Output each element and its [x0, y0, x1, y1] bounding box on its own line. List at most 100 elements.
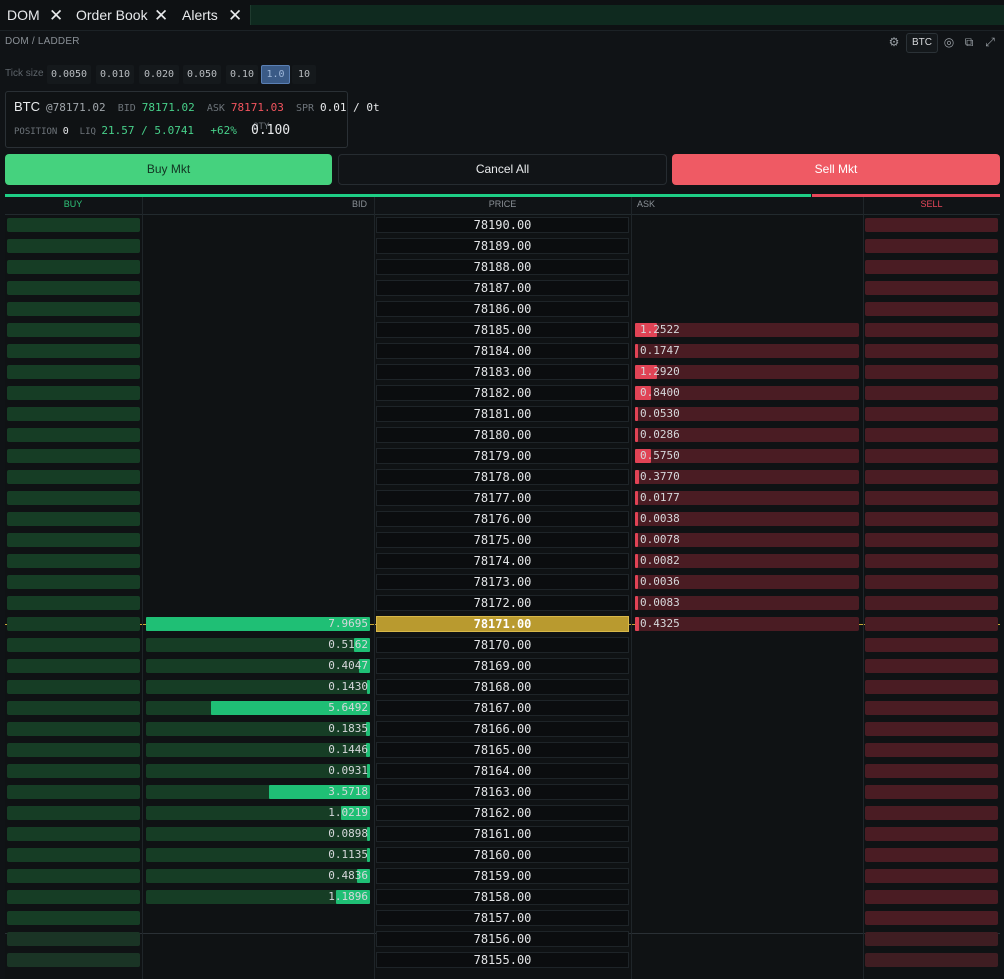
buy-limit-cell[interactable]	[7, 701, 140, 715]
price-cell[interactable]: 78182.00	[376, 385, 629, 401]
price-cell[interactable]: 78185.00	[376, 322, 629, 338]
bid-cell[interactable]: 7.9695	[146, 617, 370, 631]
sell-limit-cell[interactable]	[865, 491, 998, 505]
bid-cell[interactable]	[146, 218, 370, 232]
ask-cell[interactable]	[635, 302, 859, 316]
ask-cell[interactable]: 0.0082	[635, 554, 859, 568]
tab-order-book[interactable]: Order Book ✕	[76, 0, 168, 30]
bid-cell[interactable]	[146, 911, 370, 925]
price-cell[interactable]: 78174.00	[376, 553, 629, 569]
price-cell[interactable]: 78155.00	[376, 952, 629, 968]
price-cell[interactable]: 78184.00	[376, 343, 629, 359]
ask-cell[interactable]	[635, 764, 859, 778]
ask-cell[interactable]	[635, 680, 859, 694]
price-cell[interactable]: 78160.00	[376, 847, 629, 863]
ask-cell[interactable]: 0.8400	[635, 386, 859, 400]
sell-limit-cell[interactable]	[865, 827, 998, 841]
bid-cell[interactable]	[146, 449, 370, 463]
bid-cell[interactable]: 0.0931	[146, 764, 370, 778]
bid-cell[interactable]	[146, 554, 370, 568]
price-cell[interactable]: 78172.00	[376, 595, 629, 611]
buy-limit-cell[interactable]	[7, 617, 140, 631]
bid-cell[interactable]	[146, 386, 370, 400]
bid-cell[interactable]	[146, 932, 370, 946]
ask-cell[interactable]: 0.0286	[635, 428, 859, 442]
buy-market-button[interactable]: Buy Mkt	[5, 154, 332, 185]
sell-limit-cell[interactable]	[865, 701, 998, 715]
bid-cell[interactable]	[146, 239, 370, 253]
bid-cell[interactable]	[146, 365, 370, 379]
sell-limit-cell[interactable]	[865, 785, 998, 799]
buy-limit-cell[interactable]	[7, 953, 140, 967]
price-cell[interactable]: 78158.00	[376, 889, 629, 905]
sell-limit-cell[interactable]	[865, 323, 998, 337]
ask-cell[interactable]	[635, 869, 859, 883]
bid-cell[interactable]	[146, 491, 370, 505]
ask-cell[interactable]	[635, 932, 859, 946]
price-cell[interactable]: 78187.00	[376, 280, 629, 296]
price-cell[interactable]: 78173.00	[376, 574, 629, 590]
bid-cell[interactable]	[146, 428, 370, 442]
sell-limit-cell[interactable]	[865, 239, 998, 253]
target-icon[interactable]: ◎	[943, 35, 955, 49]
buy-limit-cell[interactable]	[7, 533, 140, 547]
bid-cell[interactable]: 1.0219	[146, 806, 370, 820]
bid-cell[interactable]: 0.4836	[146, 869, 370, 883]
price-cell[interactable]: 78162.00	[376, 805, 629, 821]
price-cell[interactable]: 78171.00	[376, 616, 629, 632]
settings-icon[interactable]: ⚙	[888, 35, 900, 49]
price-cell[interactable]: 78176.00	[376, 511, 629, 527]
ask-cell[interactable]: 1.2920	[635, 365, 859, 379]
buy-limit-cell[interactable]	[7, 806, 140, 820]
sell-limit-cell[interactable]	[865, 743, 998, 757]
bid-cell[interactable]	[146, 512, 370, 526]
price-cell[interactable]: 78157.00	[376, 910, 629, 926]
cancel-all-button[interactable]: Cancel All	[338, 154, 667, 185]
tick-option[interactable]: 0.050	[183, 65, 221, 84]
ask-cell[interactable]	[635, 890, 859, 904]
bid-cell[interactable]	[146, 407, 370, 421]
ask-cell[interactable]	[635, 281, 859, 295]
price-cell[interactable]: 78181.00	[376, 406, 629, 422]
price-cell[interactable]: 78170.00	[376, 637, 629, 653]
sell-limit-cell[interactable]	[865, 764, 998, 778]
qty-input[interactable]: 0.100	[251, 123, 291, 138]
sell-limit-cell[interactable]	[865, 575, 998, 589]
buy-limit-cell[interactable]	[7, 680, 140, 694]
buy-limit-cell[interactable]	[7, 890, 140, 904]
buy-limit-cell[interactable]	[7, 743, 140, 757]
ask-cell[interactable]	[635, 260, 859, 274]
buy-limit-cell[interactable]	[7, 281, 140, 295]
symbol-button[interactable]: BTC	[906, 33, 938, 53]
bid-cell[interactable]: 3.5718	[146, 785, 370, 799]
ask-cell[interactable]: 0.0078	[635, 533, 859, 547]
sell-limit-cell[interactable]	[865, 260, 998, 274]
buy-limit-cell[interactable]	[7, 659, 140, 673]
ask-cell[interactable]	[635, 239, 859, 253]
bid-cell[interactable]: 0.1135	[146, 848, 370, 862]
close-icon[interactable]: ✕	[49, 6, 64, 25]
ask-cell[interactable]: 1.2522	[635, 323, 859, 337]
buy-limit-cell[interactable]	[7, 596, 140, 610]
bid-cell[interactable]	[146, 596, 370, 610]
price-cell[interactable]: 78180.00	[376, 427, 629, 443]
price-cell[interactable]: 78169.00	[376, 658, 629, 674]
bid-cell[interactable]: 0.1446	[146, 743, 370, 757]
buy-limit-cell[interactable]	[7, 827, 140, 841]
ask-cell[interactable]	[635, 722, 859, 736]
price-cell[interactable]: 78164.00	[376, 763, 629, 779]
buy-limit-cell[interactable]	[7, 407, 140, 421]
ask-cell[interactable]: 0.1747	[635, 344, 859, 358]
sell-limit-cell[interactable]	[865, 386, 998, 400]
price-cell[interactable]: 78168.00	[376, 679, 629, 695]
ask-cell[interactable]: 0.3770	[635, 470, 859, 484]
price-cell[interactable]: 78156.00	[376, 931, 629, 947]
ask-cell[interactable]	[635, 827, 859, 841]
bid-cell[interactable]	[146, 470, 370, 484]
ask-cell[interactable]: 0.0530	[635, 407, 859, 421]
buy-limit-cell[interactable]	[7, 512, 140, 526]
bid-cell[interactable]	[146, 953, 370, 967]
buy-limit-cell[interactable]	[7, 218, 140, 232]
ask-cell[interactable]: 0.0036	[635, 575, 859, 589]
tick-option[interactable]: 0.010	[96, 65, 134, 84]
